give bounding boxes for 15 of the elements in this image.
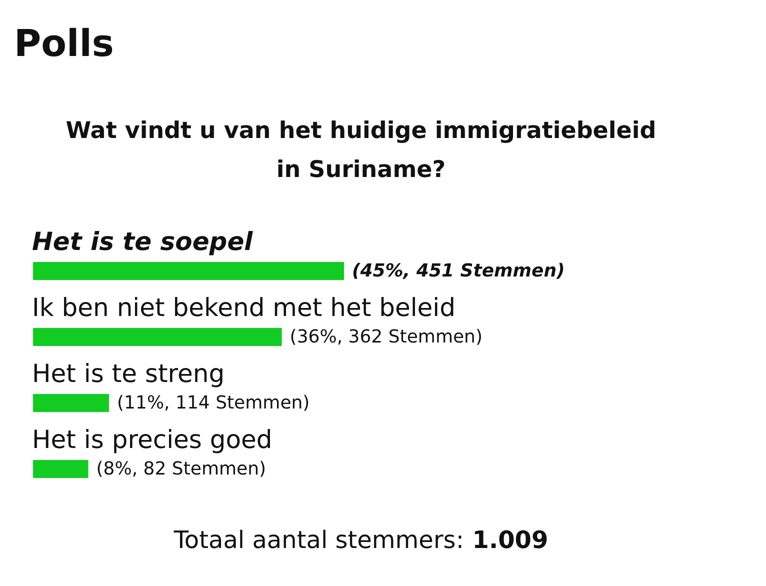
data-label: (36%, 362 Stemmen) [290, 326, 482, 348]
y-tick-label: Het is te streng [32, 359, 225, 388]
data-label: (11%, 114 Stemmen) [117, 392, 310, 414]
text: Totaal aantal stemmers: 1.009 [172, 526, 548, 554]
data-label: (45%, 451 Stemmen) [352, 260, 565, 282]
data-label: (8%, 82 Stemmen) [96, 458, 266, 480]
bar [33, 262, 344, 280]
chart-title: Polls [14, 22, 114, 65]
bar [33, 460, 88, 478]
y-tick-label: Het is te soepel [32, 227, 254, 256]
chart-subtitle: Wat vindt u van het huidige immigratiebeleid in Suriname? [66, 118, 656, 183]
bar [33, 328, 282, 346]
bar [33, 394, 110, 412]
y-tick-label: Ik ben niet bekend met het beleid [32, 293, 456, 322]
y-tick-label: Het is precies goed [32, 425, 272, 454]
